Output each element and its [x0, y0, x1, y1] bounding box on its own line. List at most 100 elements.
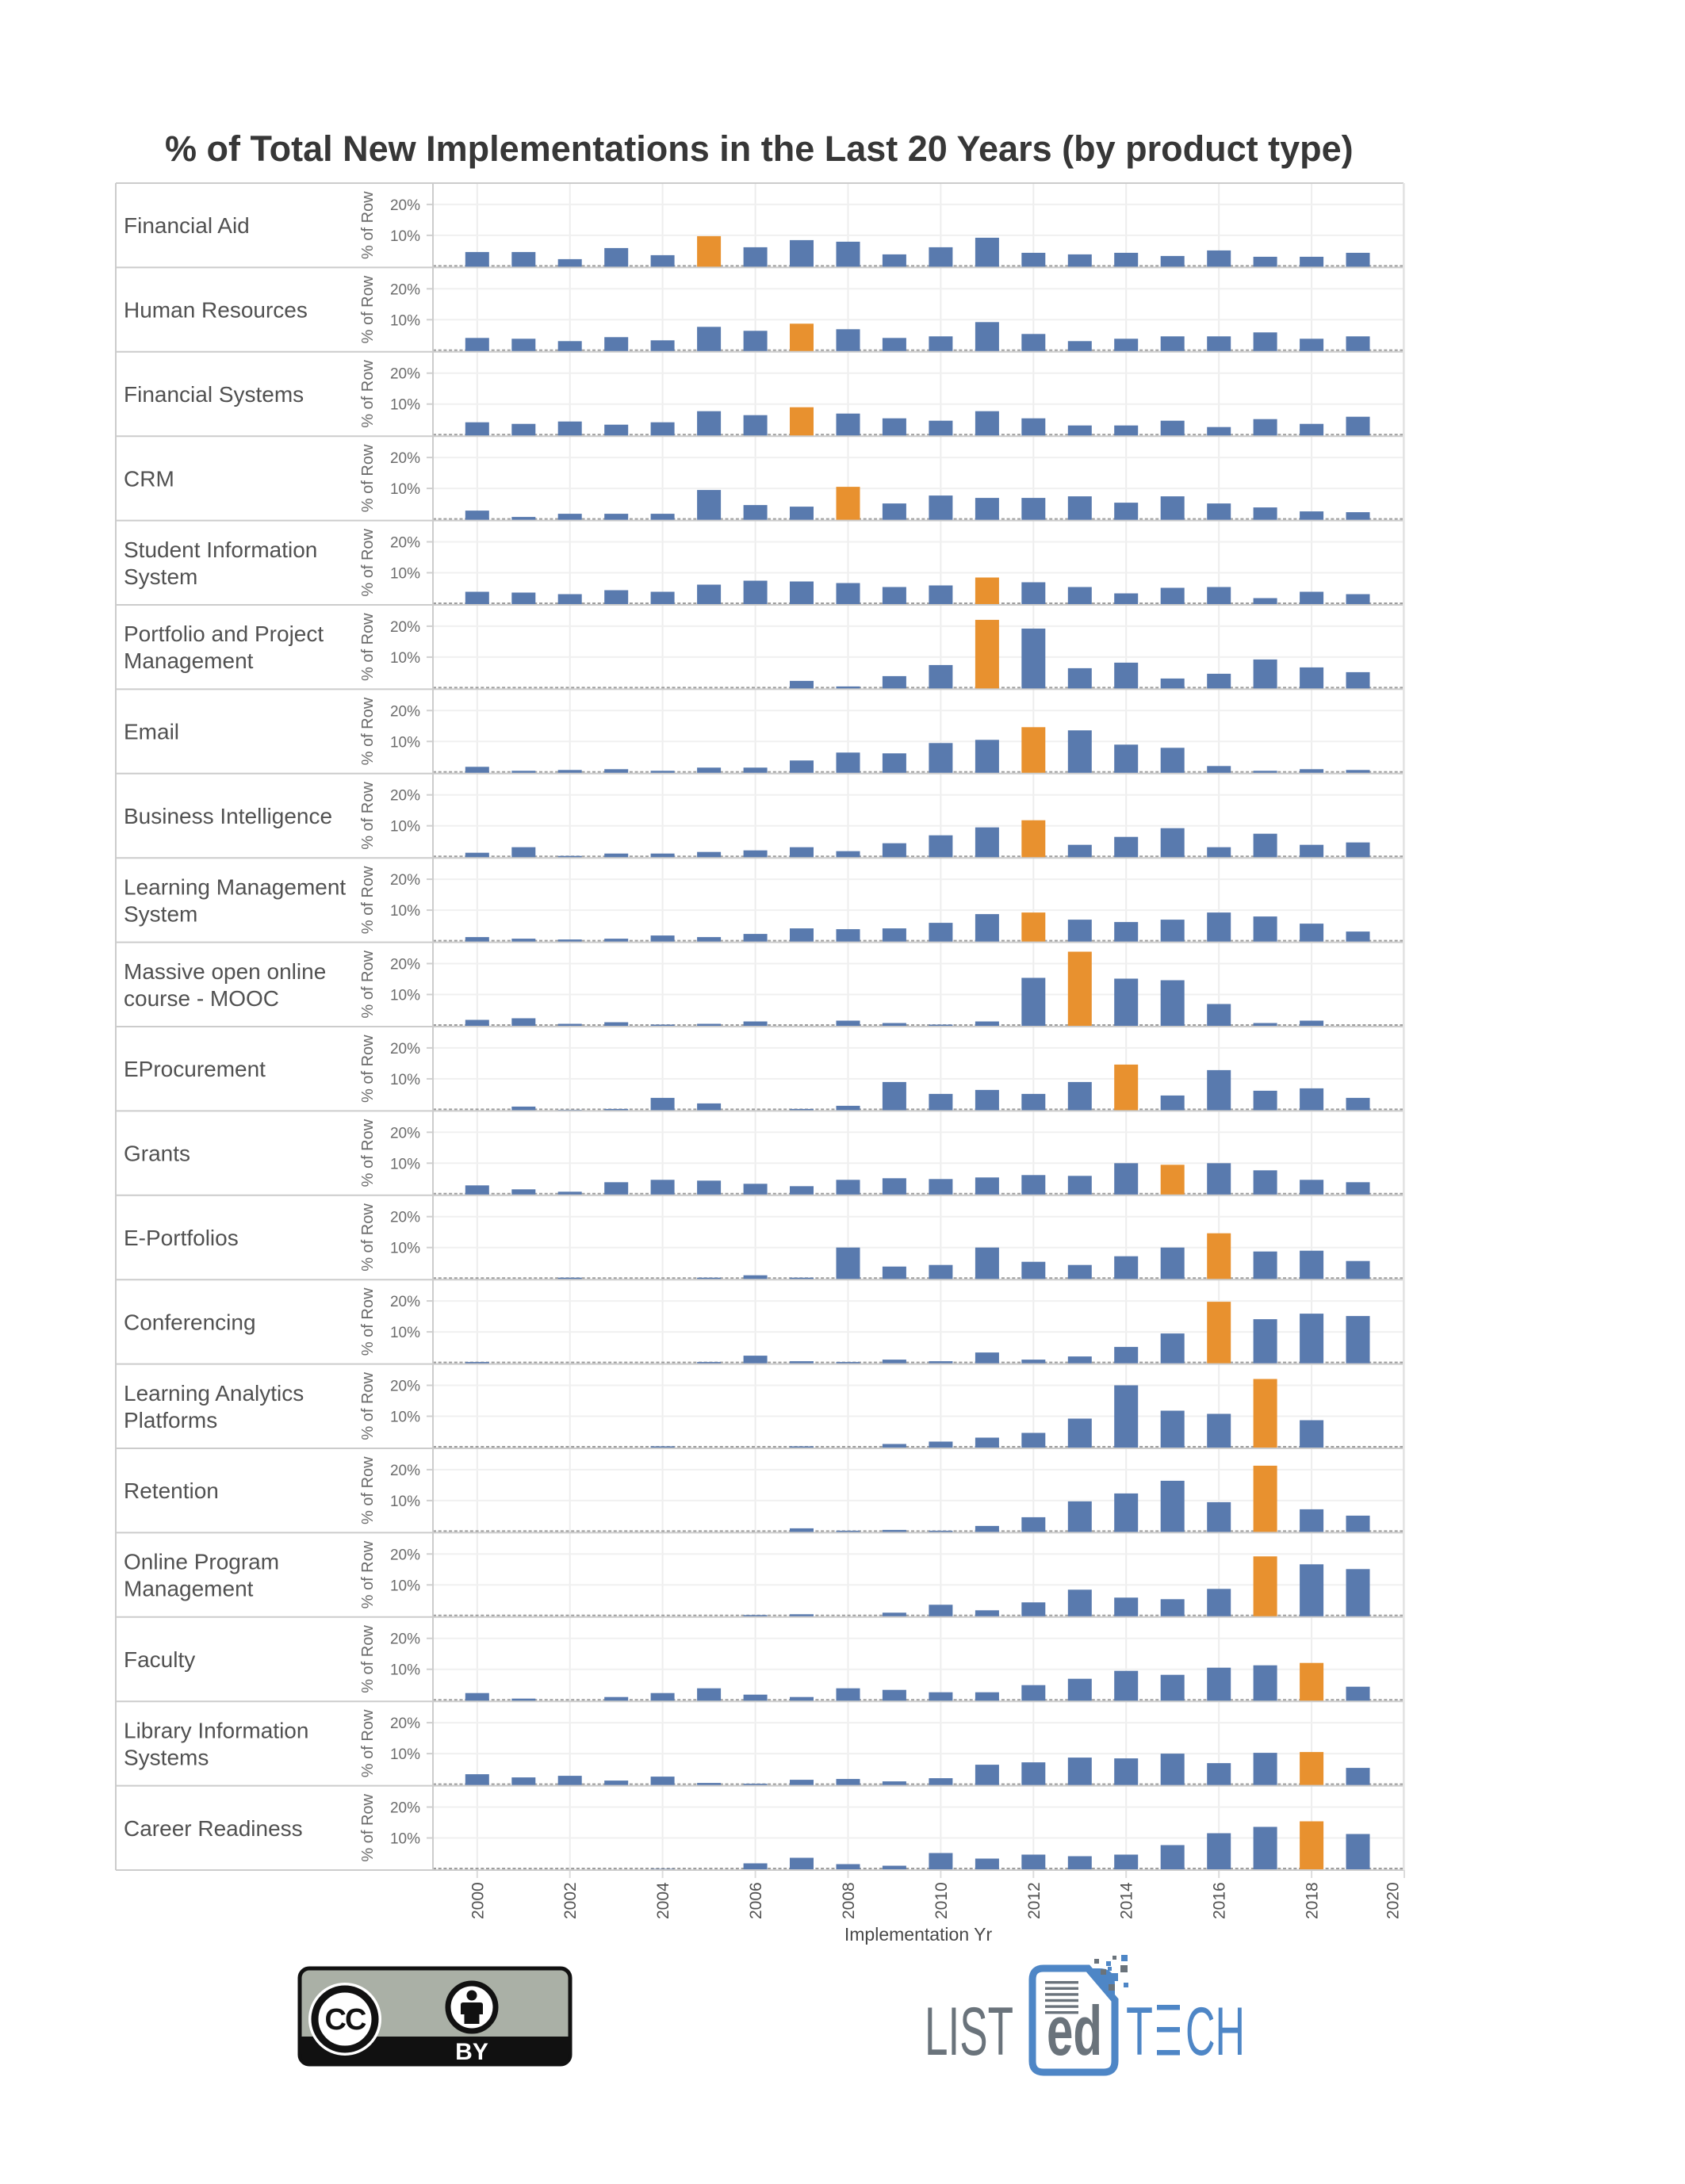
svg-text:20%: 20%: [390, 1125, 420, 1142]
svg-text:20%: 20%: [390, 872, 420, 889]
svg-text:10%: 10%: [390, 1662, 420, 1679]
svg-text:2016: 2016: [1211, 1882, 1229, 1919]
svg-text:% of Row: % of Row: [359, 1035, 377, 1103]
svg-text:Platforms: Platforms: [124, 1408, 217, 1432]
svg-text:% of Total New Implementations: % of Total New Implementations in the La…: [165, 128, 1354, 169]
svg-text:20%: 20%: [390, 1041, 420, 1058]
svg-text:20%: 20%: [390, 1631, 420, 1648]
svg-text:Learning Management: Learning Management: [124, 874, 346, 899]
svg-text:20%: 20%: [390, 535, 420, 552]
svg-text:% of Row: % of Row: [359, 782, 377, 850]
svg-text:E-Portfolios: E-Portfolios: [124, 1226, 239, 1250]
svg-text:CRM: CRM: [124, 466, 174, 491]
svg-text:20%: 20%: [390, 281, 420, 298]
svg-text:Management: Management: [124, 1577, 254, 1601]
svg-text:2008: 2008: [840, 1882, 858, 1919]
svg-text:% of Row: % of Row: [359, 1709, 377, 1777]
svg-text:ed: ed: [1047, 1991, 1102, 2070]
svg-text:20%: 20%: [390, 619, 420, 636]
svg-text:2012: 2012: [1025, 1882, 1044, 1919]
svg-text:CH: CH: [1185, 1994, 1245, 2070]
svg-text:% of Row: % of Row: [359, 613, 377, 681]
svg-text:BY: BY: [455, 2039, 488, 2065]
svg-text:Learning Analytics: Learning Analytics: [124, 1381, 304, 1406]
svg-text:10%: 10%: [390, 1156, 420, 1172]
svg-text:% of Row: % of Row: [359, 1371, 377, 1440]
svg-text:10%: 10%: [390, 566, 420, 583]
svg-text:% of Row: % of Row: [359, 697, 377, 765]
svg-text:Implementation Yr: Implementation Yr: [844, 1924, 993, 1945]
svg-text:T: T: [1126, 1994, 1153, 2070]
svg-text:Conferencing: Conferencing: [124, 1310, 256, 1334]
svg-text:10%: 10%: [390, 1072, 420, 1088]
svg-text:Retention: Retention: [124, 1478, 219, 1503]
svg-text:Human Resources: Human Resources: [124, 298, 308, 323]
svg-text:10%: 10%: [390, 228, 420, 245]
svg-text:10%: 10%: [390, 1494, 420, 1510]
svg-text:20%: 20%: [390, 1463, 420, 1479]
svg-text:Business Intelligence: Business Intelligence: [124, 804, 332, 828]
svg-text:Financial Aid: Financial Aid: [124, 213, 250, 238]
svg-text:Faculty: Faculty: [124, 1647, 195, 1672]
svg-text:% of Row: % of Row: [359, 1793, 377, 1861]
svg-text:20%: 20%: [390, 197, 420, 214]
svg-text:10%: 10%: [390, 1241, 420, 1257]
svg-text:20%: 20%: [390, 788, 420, 805]
svg-text:20%: 20%: [390, 366, 420, 383]
svg-text:% of Row: % of Row: [359, 1625, 377, 1693]
svg-text:Systems: Systems: [124, 1745, 209, 1769]
svg-text:System: System: [124, 564, 197, 589]
svg-text:2006: 2006: [747, 1882, 765, 1919]
svg-text:Career Readiness: Career Readiness: [124, 1816, 303, 1841]
svg-text:% of Row: % of Row: [359, 1287, 377, 1356]
svg-text:Massive open online: Massive open online: [124, 959, 326, 984]
svg-text:Student Information: Student Information: [124, 537, 317, 562]
svg-text:10%: 10%: [390, 1746, 420, 1763]
svg-text:2002: 2002: [561, 1882, 580, 1919]
svg-text:10%: 10%: [390, 903, 420, 920]
svg-text:20%: 20%: [390, 1294, 420, 1310]
svg-text:10%: 10%: [390, 988, 420, 1004]
svg-text:10%: 10%: [390, 819, 420, 836]
svg-text:Online Program: Online Program: [124, 1550, 279, 1574]
svg-text:% of Row: % of Row: [359, 360, 377, 428]
svg-text:course - MOOC: course - MOOC: [124, 986, 279, 1011]
svg-text:10%: 10%: [390, 1325, 420, 1341]
svg-text:% of Row: % of Row: [359, 1119, 377, 1187]
svg-text:10%: 10%: [390, 1578, 420, 1594]
svg-text:% of Row: % of Row: [359, 191, 377, 259]
svg-text:% of Row: % of Row: [359, 275, 377, 343]
svg-text:% of Row: % of Row: [359, 950, 377, 1018]
svg-text:Library Information: Library Information: [124, 1718, 308, 1742]
svg-text:Portfolio and Project: Portfolio and Project: [124, 622, 324, 646]
svg-text:2014: 2014: [1118, 1882, 1136, 1919]
svg-text:10%: 10%: [390, 1831, 420, 1848]
svg-text:% of Row: % of Row: [359, 866, 377, 934]
svg-text:Management: Management: [124, 648, 254, 673]
svg-text:System: System: [124, 901, 197, 926]
svg-text:20%: 20%: [390, 703, 420, 720]
svg-text:10%: 10%: [390, 397, 420, 414]
svg-text:20%: 20%: [390, 1547, 420, 1563]
svg-text:% of Row: % of Row: [359, 444, 377, 512]
svg-text:Grants: Grants: [124, 1142, 190, 1166]
svg-text:Financial Systems: Financial Systems: [124, 382, 304, 407]
svg-text:% of Row: % of Row: [359, 1203, 377, 1272]
svg-text:10%: 10%: [390, 650, 420, 667]
svg-text:% of Row: % of Row: [359, 1540, 377, 1608]
svg-text:Email: Email: [124, 720, 179, 744]
svg-text:20%: 20%: [390, 957, 420, 973]
svg-text:2010: 2010: [932, 1882, 951, 1919]
svg-text:LIST: LIST: [925, 1994, 1013, 2070]
svg-text:2020: 2020: [1384, 1882, 1403, 1919]
svg-text:20%: 20%: [390, 450, 420, 467]
svg-text:10%: 10%: [390, 1409, 420, 1426]
svg-text:EProcurement: EProcurement: [124, 1057, 266, 1081]
svg-text:% of Row: % of Row: [359, 528, 377, 596]
svg-text:2000: 2000: [469, 1882, 487, 1919]
svg-text:20%: 20%: [390, 1210, 420, 1226]
svg-text:2004: 2004: [654, 1882, 672, 1919]
svg-text:10%: 10%: [390, 481, 420, 498]
svg-text:10%: 10%: [390, 312, 420, 329]
svg-text:20%: 20%: [390, 1800, 420, 1817]
